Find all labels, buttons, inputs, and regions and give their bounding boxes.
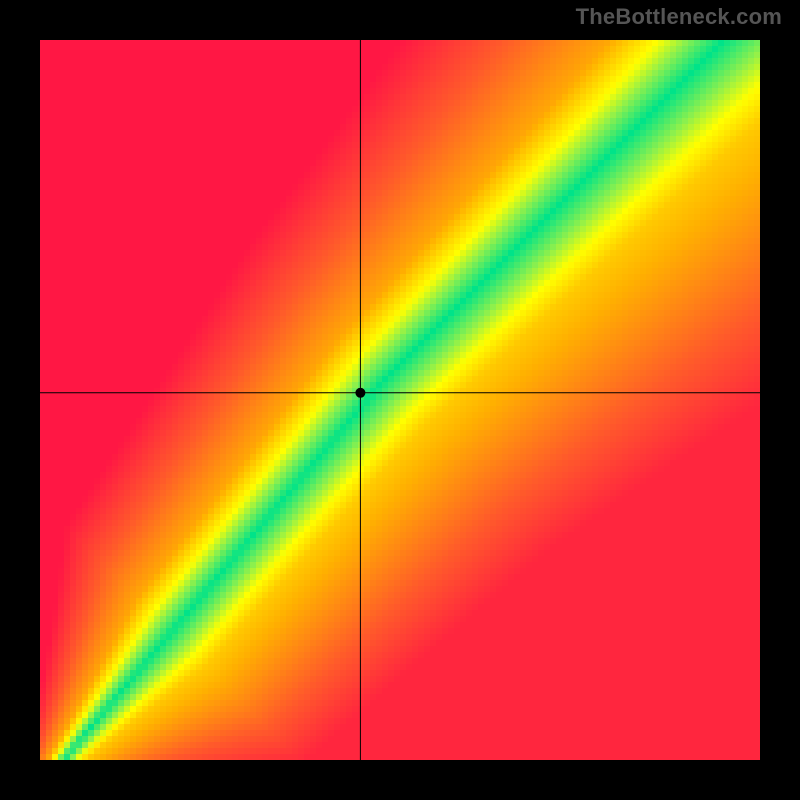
bottleneck-heatmap [40, 40, 760, 760]
chart-container: TheBottleneck.com [0, 0, 800, 800]
watermark-text: TheBottleneck.com [576, 4, 782, 30]
